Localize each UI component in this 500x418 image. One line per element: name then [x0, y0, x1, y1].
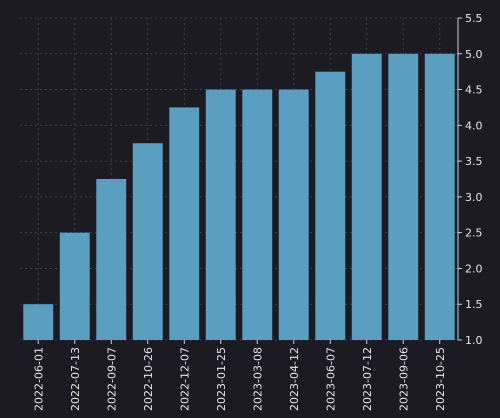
- axis-layer: 1.0 1.5 2.0 2.5 3.0 3.5 4.0 4.5 5.0 5.5 2022-06-01…: [32, 12, 482, 411]
- y-tick-label: 1.0: [465, 334, 483, 347]
- bar: [278, 89, 309, 340]
- x-tick-label: 2022-09-07: [105, 347, 118, 411]
- x-tick-label: 2023-01-25: [215, 347, 228, 411]
- bar-layer: [23, 53, 455, 341]
- bar: [351, 53, 382, 341]
- bar: [424, 53, 455, 341]
- x-tick-label: 2023-06-07: [324, 347, 337, 411]
- bar: [315, 71, 346, 341]
- y-tick-label: 5.0: [465, 48, 483, 61]
- x-tick-label: 2022-12-07: [178, 347, 191, 411]
- bar: [132, 143, 163, 340]
- x-tick-label: 2022-07-13: [69, 347, 82, 411]
- y-tick-label: 4.0: [465, 119, 483, 132]
- y-tick-label: 2.0: [465, 262, 483, 275]
- x-tick-label: 2023-04-12: [288, 347, 301, 411]
- bar: [59, 232, 90, 340]
- y-tick-label: 4.5: [465, 84, 483, 97]
- x-tick-label: 2023-09-06: [397, 347, 410, 411]
- x-tick-label: 2023-03-08: [251, 347, 264, 411]
- x-tick-label: 2023-10-25: [434, 347, 447, 411]
- y-tick-label: 3.5: [465, 155, 483, 168]
- bar: [96, 179, 127, 340]
- y-tick-label: 1.5: [465, 298, 483, 311]
- x-tick-label: 2022-06-01: [32, 347, 45, 411]
- bar: [242, 89, 273, 340]
- bar: [23, 304, 54, 340]
- y-tick-label: 5.5: [465, 12, 483, 25]
- x-tick-label: 2023-07-12: [361, 347, 374, 411]
- bar: [169, 107, 200, 340]
- bar: [388, 53, 419, 341]
- y-tick-label: 2.5: [465, 227, 483, 240]
- x-tick-label: 2022-10-26: [142, 347, 155, 411]
- bar: [205, 89, 236, 340]
- y-tick-label: 3.0: [465, 191, 483, 204]
